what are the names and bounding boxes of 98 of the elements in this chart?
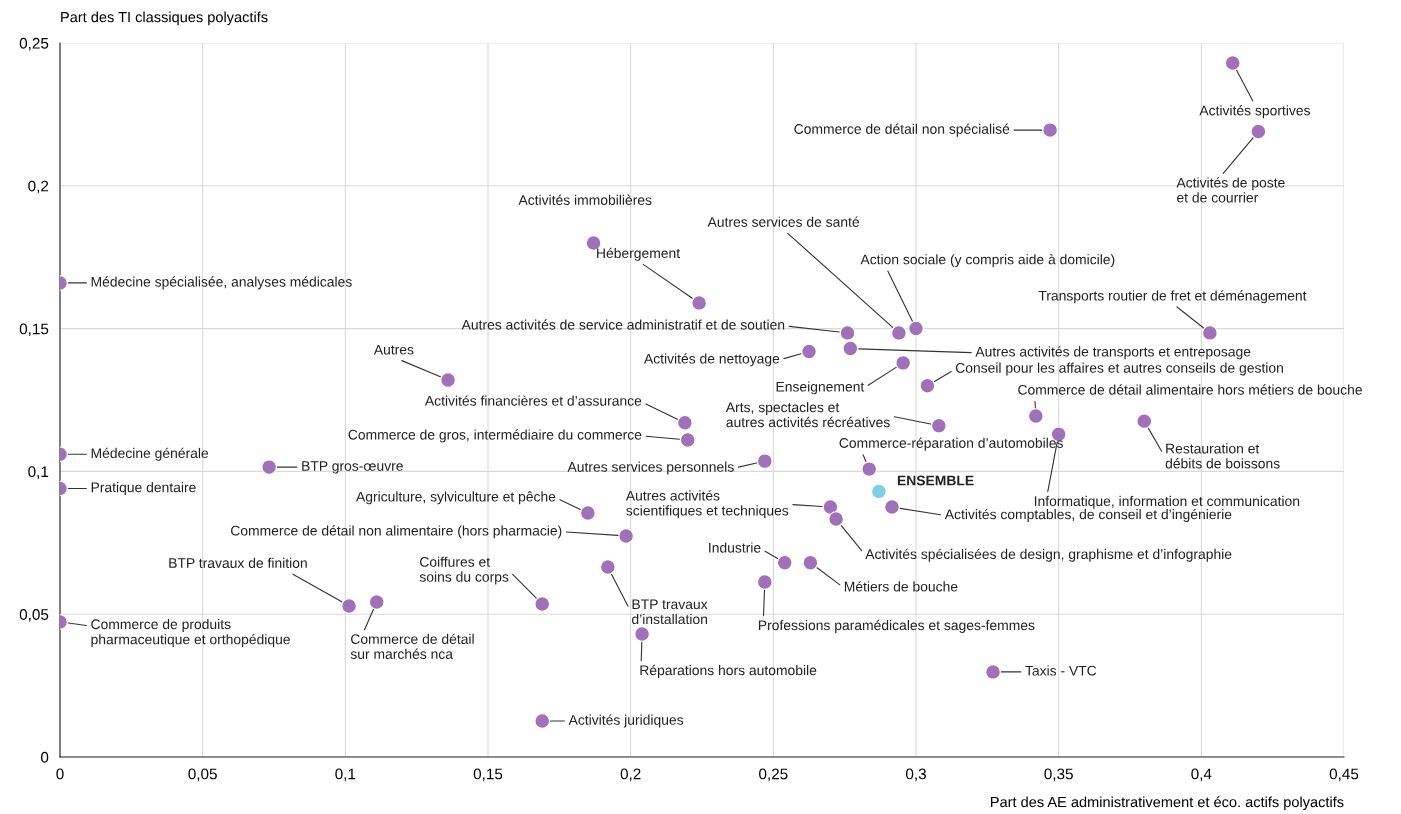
point bbox=[600, 559, 616, 575]
annotation: Commerce de détail non alimentaire (hors pharmacie) bbox=[231, 525, 562, 539]
point bbox=[1202, 325, 1218, 341]
annotation: Autres activités de transports et entreposage bbox=[975, 346, 1251, 360]
annotation: Transports routier de fret et déménagement bbox=[1038, 290, 1307, 304]
annotation: Arts, spectacles et autres activités récréatives bbox=[725, 402, 890, 428]
x-tick-label: 0,4 bbox=[1191, 768, 1212, 782]
annotation: Réparations hors automobile bbox=[640, 664, 817, 678]
annotation: BTP gros-œuvre bbox=[302, 461, 403, 474]
point bbox=[891, 325, 907, 341]
annotation: Activités de poste et de courrier bbox=[1176, 177, 1285, 203]
annotation: BTP travaux d’installation bbox=[632, 599, 708, 625]
x-tick-label: 0,3 bbox=[905, 768, 926, 782]
point bbox=[756, 453, 773, 469]
annotation: Commerce de produits pharmaceutique et orthopédique bbox=[91, 618, 290, 648]
x-tick-label: 0,1 bbox=[335, 768, 356, 782]
point bbox=[908, 320, 924, 337]
x-axis-title: Part des AE administrativement et éco. actifs polyactifs bbox=[991, 796, 1344, 811]
point bbox=[871, 483, 887, 500]
annotation: Hébergement bbox=[597, 247, 681, 261]
point bbox=[634, 626, 650, 642]
annotation: Professions paramédicales et sages-femmes bbox=[758, 619, 1035, 633]
y-tick-label: 0,15 bbox=[19, 323, 49, 337]
y-tick-label: 0,25 bbox=[19, 37, 49, 51]
annotation: Industrie bbox=[709, 542, 761, 553]
annotation: Informatique, information et communication bbox=[1034, 495, 1300, 509]
point bbox=[884, 499, 900, 515]
annotation: Activités comptables, de conseil et d’ingénierie bbox=[944, 508, 1232, 522]
point bbox=[802, 554, 819, 571]
annotation: Autres bbox=[373, 344, 414, 355]
annotation: Activités financières et d’assurance bbox=[424, 395, 642, 406]
annotation: Activités immobilières bbox=[518, 194, 652, 205]
point bbox=[842, 340, 859, 357]
x-tick-label: 0 bbox=[56, 768, 64, 780]
annotation: Médecine générale bbox=[91, 447, 209, 461]
point bbox=[828, 511, 844, 527]
annotation: BTP travaux de finition bbox=[169, 557, 307, 568]
annotation: Métiers de bouche bbox=[844, 581, 958, 592]
annotation: Autres services de santé bbox=[707, 216, 860, 227]
annotation: Activités juridiques bbox=[568, 714, 684, 728]
y-axis-title: Part des TI classiques polyactifs bbox=[61, 11, 268, 26]
annotation: Enseignement bbox=[776, 381, 865, 395]
annotation: Commerce-réparation d’automobiles bbox=[839, 437, 1063, 451]
point bbox=[618, 528, 634, 544]
annotation: Activités de nettoyage bbox=[643, 353, 780, 367]
x-tick-label: 0,35 bbox=[1044, 768, 1073, 782]
annotation: Commerce de gros, intermédiaire du commerce bbox=[348, 429, 642, 443]
point bbox=[1042, 122, 1058, 138]
annotation: Conseil pour les affaires et autres conseils de gestion bbox=[955, 362, 1283, 376]
point bbox=[1028, 408, 1044, 424]
annotation: Autres activités de service administratif et de soutien bbox=[461, 319, 785, 330]
annotation: Pratique dentaire bbox=[91, 482, 196, 496]
annotation: Taxis - VTC bbox=[1025, 665, 1097, 676]
x-tick-label: 0,25 bbox=[759, 768, 788, 782]
y-tick-label: 0 bbox=[40, 751, 49, 763]
point bbox=[534, 713, 551, 729]
annotation: Action sociale (y compris aide à domicile) bbox=[860, 253, 1115, 268]
annotation: Commerce de détail non spécialisé bbox=[794, 123, 1010, 137]
point bbox=[368, 594, 385, 610]
annotation: Activités spécialisées de design, graphisme et d’infographie bbox=[865, 548, 1232, 562]
annotation: Activités sportives bbox=[1199, 105, 1311, 119]
x-tick-label: 0,45 bbox=[1329, 768, 1359, 782]
point bbox=[919, 377, 936, 394]
point bbox=[1136, 413, 1153, 429]
point bbox=[691, 295, 707, 311]
annotation: Médecine spécialisée, analyses médicales bbox=[91, 276, 352, 290]
x-tick-label: 0,2 bbox=[620, 768, 641, 782]
annotation: Agriculture, sylviculture et pêche bbox=[356, 491, 556, 505]
annotation: Autres services personnels bbox=[567, 461, 734, 475]
point bbox=[261, 459, 277, 475]
series-label: ENSEMBLE bbox=[897, 475, 974, 486]
x-tick-label: 0,15 bbox=[473, 768, 503, 782]
y-tick-label: 0,1 bbox=[28, 466, 49, 479]
point bbox=[930, 417, 947, 434]
point bbox=[440, 372, 456, 388]
point bbox=[895, 355, 911, 371]
annotation: Commerce de détail alimentaire hors métiers de bouche bbox=[1018, 384, 1362, 395]
y-tick-label: 0,05 bbox=[19, 609, 49, 622]
point bbox=[801, 343, 817, 360]
annotation: Autres activités scientifiques et techniques bbox=[625, 490, 789, 519]
point bbox=[677, 415, 693, 431]
point bbox=[985, 664, 1001, 680]
point bbox=[839, 325, 856, 341]
annotation: Restauration et débits de boissons bbox=[1165, 443, 1280, 469]
point bbox=[1224, 55, 1241, 71]
annotation: Commerce de détail sur marchés nca bbox=[350, 633, 474, 659]
point bbox=[861, 461, 878, 477]
point bbox=[679, 432, 696, 448]
point bbox=[534, 596, 551, 612]
x-tick-label: 0,05 bbox=[188, 768, 217, 782]
point bbox=[756, 574, 773, 590]
point bbox=[1250, 123, 1267, 140]
point bbox=[776, 554, 793, 571]
point bbox=[341, 598, 357, 614]
annotation: Coiffures et soins du corps bbox=[419, 556, 509, 585]
point bbox=[580, 505, 596, 521]
point bbox=[822, 499, 839, 515]
y-tick-label: 0,2 bbox=[28, 180, 49, 194]
